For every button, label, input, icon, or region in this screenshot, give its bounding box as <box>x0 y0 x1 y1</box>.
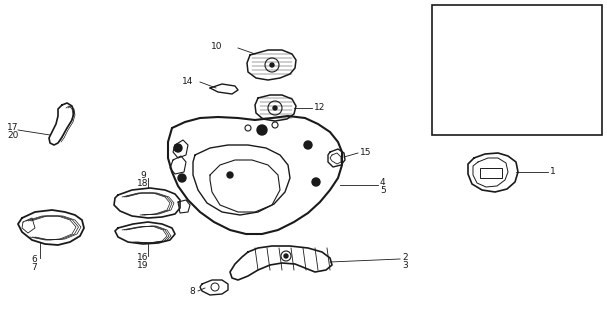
Text: 17: 17 <box>7 123 18 132</box>
Text: 5: 5 <box>380 186 386 195</box>
Circle shape <box>257 125 267 135</box>
Text: 18: 18 <box>137 179 149 188</box>
Text: 3: 3 <box>402 260 408 269</box>
Circle shape <box>178 174 186 182</box>
Text: 2: 2 <box>402 252 408 261</box>
Text: 12: 12 <box>314 102 325 111</box>
Text: 20: 20 <box>7 131 18 140</box>
Text: 6: 6 <box>31 255 37 265</box>
Bar <box>432 5 602 135</box>
Circle shape <box>270 63 274 67</box>
Bar <box>480 168 502 178</box>
Text: 10: 10 <box>211 42 222 51</box>
Text: 9: 9 <box>140 171 146 180</box>
Text: 8: 8 <box>189 286 195 295</box>
Circle shape <box>312 178 320 186</box>
Text: 4: 4 <box>380 178 385 187</box>
Text: 13: 13 <box>554 83 566 92</box>
Text: 16: 16 <box>137 253 149 262</box>
Circle shape <box>273 106 277 110</box>
Text: 7: 7 <box>31 263 37 273</box>
Circle shape <box>304 141 312 149</box>
Text: 11: 11 <box>572 20 583 29</box>
Circle shape <box>227 172 233 178</box>
Text: 14: 14 <box>181 76 193 85</box>
Text: 19: 19 <box>137 261 149 270</box>
Text: 15: 15 <box>360 148 371 156</box>
Circle shape <box>174 144 182 152</box>
Text: 1: 1 <box>550 166 556 175</box>
Circle shape <box>284 254 288 258</box>
